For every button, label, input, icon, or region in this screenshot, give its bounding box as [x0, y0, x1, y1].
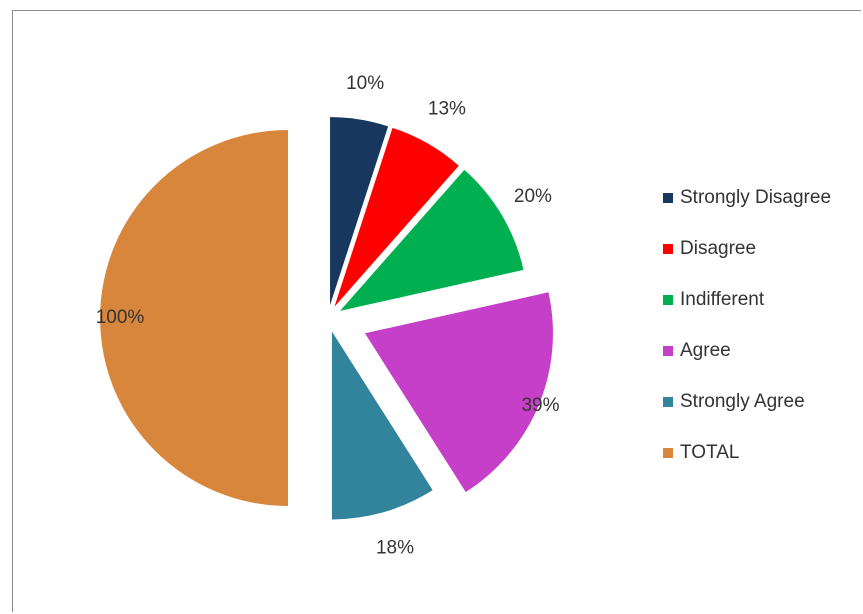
pie-slice-agree — [364, 292, 553, 493]
legend-item-strongly-disagree: Strongly Disagree — [663, 172, 831, 223]
legend-swatch — [663, 396, 673, 407]
pie-labels: 10% 13% 20% 39% 18% 100% — [96, 73, 560, 559]
legend-swatch — [663, 294, 673, 305]
legend-label: Disagree — [680, 237, 757, 259]
legend-swatch — [663, 243, 673, 254]
data-label-strongly-disagree: 10% — [346, 73, 384, 94]
data-label-strongly-agree: 18% — [376, 538, 414, 559]
data-label-agree: 39% — [521, 395, 559, 416]
legend-swatch — [663, 447, 673, 458]
legend-item-agree: Agree — [663, 325, 831, 376]
data-label-total: 100% — [96, 307, 145, 328]
legend-label: Indifferent — [680, 288, 765, 310]
pie-slice-indifferent — [340, 169, 524, 311]
data-label-indifferent: 20% — [514, 186, 552, 207]
pie-slice-total — [100, 130, 289, 506]
pie-slice-strongly-agree — [331, 331, 433, 520]
data-label-disagree: 13% — [428, 99, 466, 120]
legend-item-strongly-agree: Strongly Agree — [663, 376, 831, 427]
legend-item-indifferent: Indifferent — [663, 274, 831, 325]
pie-slices — [100, 117, 553, 520]
legend-label: Strongly Disagree — [680, 186, 832, 208]
legend-swatch — [663, 192, 673, 203]
legend-label: Agree — [680, 339, 731, 361]
legend-label: TOTAL — [680, 441, 740, 463]
legend-item-disagree: Disagree — [663, 223, 831, 274]
legend: Strongly Disagree Disagree Indifferent Agre… — [663, 172, 831, 478]
legend-label: Strongly Agree — [680, 390, 805, 412]
pie-slice-strongly-disagree — [330, 117, 389, 306]
legend-swatch — [663, 345, 673, 356]
legend-item-total: TOTAL — [663, 427, 831, 478]
pie-slice-disagree — [334, 127, 459, 307]
